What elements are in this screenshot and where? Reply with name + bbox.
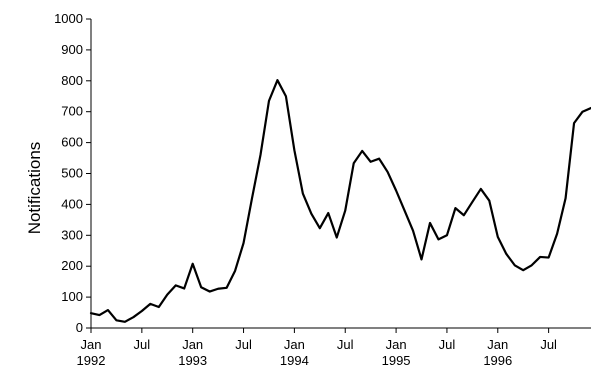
x-tick-label: Jul — [337, 337, 354, 352]
y-tick-label: 400 — [61, 196, 83, 211]
x-tick-label: Jan — [81, 337, 102, 352]
y-tick-label: 500 — [61, 166, 83, 181]
y-tick-label: 900 — [61, 42, 83, 57]
x-tick-label: Jan — [487, 337, 508, 352]
series-line — [89, 79, 591, 323]
y-tick-label: 800 — [61, 73, 83, 88]
x-tick-label: Jul — [235, 337, 252, 352]
x-tick-label: Jul — [439, 337, 456, 352]
x-tick-year-label: 1995 — [382, 353, 411, 368]
y-tick-label: 100 — [61, 289, 83, 304]
x-tick-year-label: 1994 — [280, 353, 309, 368]
y-tick-label: 1000 — [54, 11, 83, 26]
x-tick-label: Jan — [284, 337, 305, 352]
y-tick-label: 0 — [76, 320, 83, 335]
x-tick-label: Jul — [540, 337, 557, 352]
x-tick-label: Jul — [134, 337, 151, 352]
x-tick-year-label: 1993 — [178, 353, 207, 368]
y-tick-label: 300 — [61, 227, 83, 242]
y-tick-label: 200 — [61, 258, 83, 273]
x-tick-label: Jan — [386, 337, 407, 352]
x-tick-year-label: 1996 — [483, 353, 512, 368]
x-tick-year-label: 1992 — [77, 353, 106, 368]
y-tick-label: 700 — [61, 104, 83, 119]
x-tick-label: Jan — [182, 337, 203, 352]
y-axis-label: Notifications — [25, 142, 44, 235]
y-tick-label: 600 — [61, 135, 83, 150]
